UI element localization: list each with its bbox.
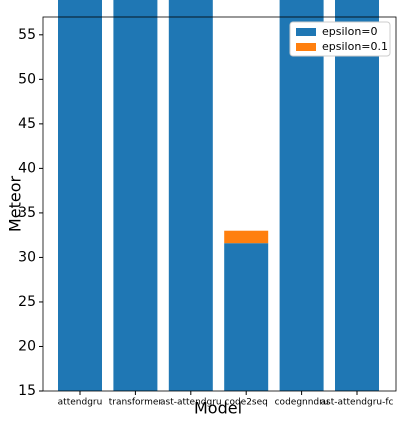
y-tick-label: 55 xyxy=(18,27,36,43)
y-tick-label: 25 xyxy=(18,294,36,310)
y-tick-label: 45 xyxy=(18,116,36,132)
y-tick-label: 35 xyxy=(18,205,36,221)
legend-swatch xyxy=(296,28,316,36)
y-tick-label: 30 xyxy=(18,249,36,265)
bar-segment xyxy=(168,0,213,391)
y-tick-label: 50 xyxy=(18,71,36,87)
bar-segment xyxy=(279,0,324,391)
x-tick-label: code2seq xyxy=(225,398,268,408)
x-axis-label: Model xyxy=(194,399,242,418)
legend-label: epsilon=0 xyxy=(322,25,378,38)
plot-frame xyxy=(42,16,397,392)
y-tick-label: 20 xyxy=(18,338,36,354)
bar-segment xyxy=(113,0,158,391)
legend-label: epsilon=0.1 xyxy=(322,40,388,53)
y-axis-label: Meteor xyxy=(6,176,25,233)
legend-swatch xyxy=(296,43,316,51)
y-tick-label: 40 xyxy=(18,160,36,176)
x-tick-label: transformer xyxy=(109,398,163,408)
bar-segment xyxy=(224,243,269,391)
bar-segment xyxy=(224,230,269,244)
y-tick-label: 15 xyxy=(18,383,36,399)
x-tick-label: ast-attendgru xyxy=(160,398,222,408)
bar-segment xyxy=(58,0,102,391)
bar-segment xyxy=(335,0,379,392)
x-tick-label: attendgru xyxy=(58,398,103,408)
x-tick-label: codegnndru xyxy=(275,398,329,408)
x-tick-label: ast-attendgru-fc xyxy=(321,398,394,408)
